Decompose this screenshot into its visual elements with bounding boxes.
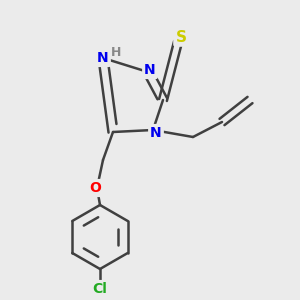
Text: Cl: Cl <box>93 282 107 296</box>
Text: H: H <box>111 46 121 59</box>
Text: O: O <box>89 181 101 195</box>
Text: N: N <box>150 126 162 140</box>
Text: N: N <box>144 63 156 77</box>
Text: N: N <box>97 51 109 65</box>
Text: S: S <box>176 29 187 44</box>
